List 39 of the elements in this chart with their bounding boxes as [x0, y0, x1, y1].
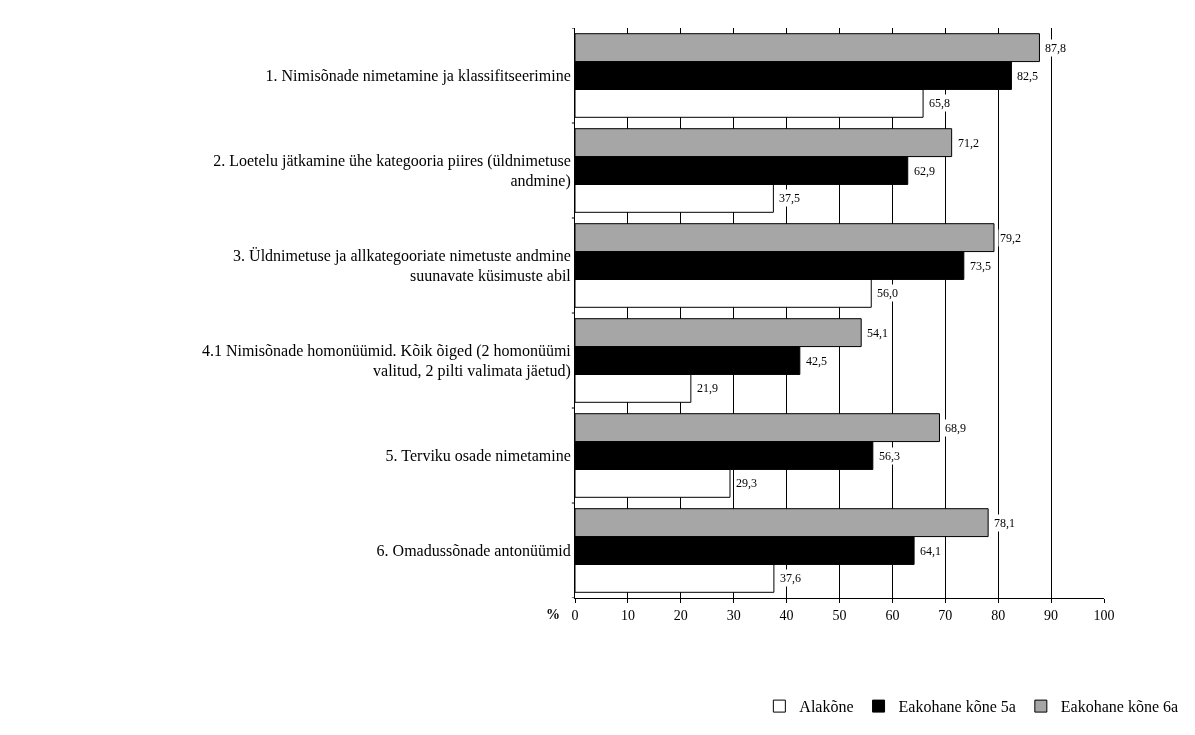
x-tick-label: 10	[620, 607, 635, 623]
legend-label: Eakohane kõne 6a	[1060, 698, 1179, 716]
data-label: 56,0	[877, 286, 898, 300]
data-label: 78,1	[994, 516, 1015, 530]
data-label: 68,9	[945, 421, 966, 435]
x-tick-label: 100	[1093, 607, 1115, 623]
data-label: 64,1	[920, 544, 941, 558]
data-label: 73,5	[970, 259, 991, 273]
x-tick-label: 70	[938, 607, 953, 623]
data-label: 62,9	[914, 164, 935, 178]
x-tick-label: 40	[779, 607, 794, 623]
data-label: 79,2	[1000, 231, 1021, 245]
data-label: 82,5	[1017, 69, 1038, 83]
x-tick-label: 90	[1044, 607, 1059, 623]
data-label: 65,8	[929, 96, 950, 110]
legend-label: Eakohane kõne 5a	[898, 698, 1016, 716]
data-label: 37,6	[780, 571, 801, 585]
y-tick-label: 3. Üldnimetuse ja allkategooriate nimetuste andmine suunavate küsimuste abil	[233, 246, 572, 285]
y-tick-label: 1. Nimisõnade nimetamine ja klassifitseerimine	[265, 67, 571, 86]
data-label: 42,5	[806, 354, 827, 368]
x-axis-title: %	[546, 607, 560, 622]
data-label: 71,2	[958, 136, 979, 150]
y-tick-label: 6. Omadussõnade antonüümid	[376, 542, 571, 560]
data-label: 87,8	[1045, 41, 1066, 55]
y-tick-label: 2. Loetelu jätkamine ühe kategooria piires (üldnimetuse andmine)	[213, 151, 571, 191]
x-tick-label: 80	[991, 607, 1006, 623]
x-tick-label: 50	[832, 607, 847, 623]
x-tick-label: 20	[673, 607, 688, 623]
data-label: 56,3	[879, 449, 900, 463]
x-tick-label: 30	[726, 607, 741, 623]
x-tick-label: 0	[571, 607, 579, 623]
legend-label: Alakõne	[799, 698, 854, 716]
y-tick-label: 4.1 Nimisõnade homonüümid. Kõik õiged (2 homonüümi valitud, 2 pilti valimata jäetud)	[201, 341, 572, 381]
x-tick-label: 60	[885, 607, 900, 623]
data-label: 29,3	[736, 476, 757, 490]
data-label: 54,1	[867, 326, 888, 340]
data-label: 37,5	[779, 191, 800, 205]
y-tick-label: 5. Terviku osade nimetamine	[385, 447, 571, 465]
data-label: 21,9	[697, 381, 718, 395]
